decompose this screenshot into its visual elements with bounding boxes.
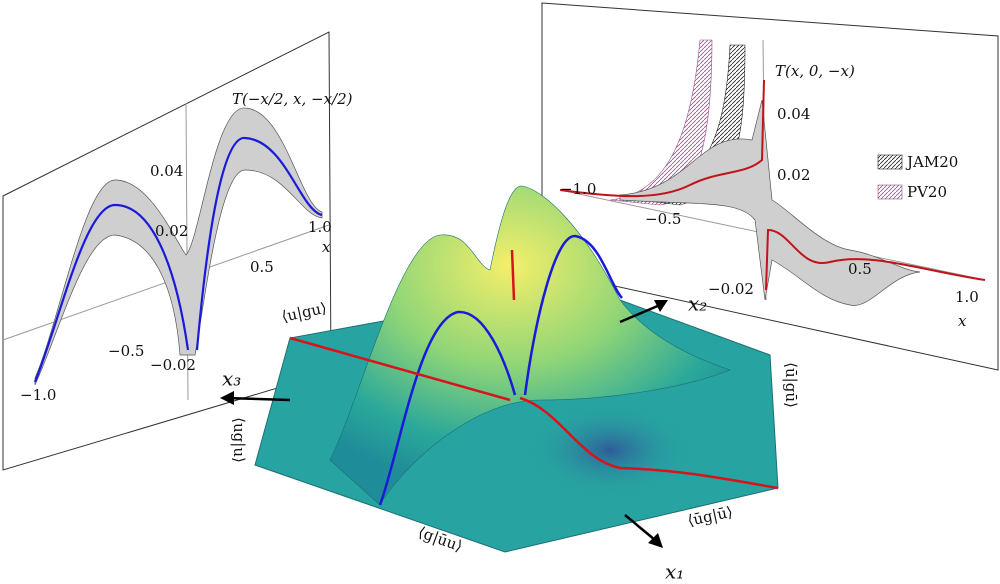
corner-label: ⟨ug|u⟩ [230,417,248,463]
x-tick-label: −0.5 [108,342,144,360]
panel-title: T(x, 0, −x) [775,62,855,80]
y-tick-label: 0.02 [155,222,188,240]
legend-label: PV20 [907,183,947,201]
axis-label: x₁ [665,560,684,584]
x-tick-label: 0.5 [250,258,274,276]
curve [33,203,190,383]
arrow-head [648,533,663,548]
curve [289,249,779,490]
axis-arrow [224,396,291,402]
y-tick-label: 0.04 [150,162,183,180]
curve [195,136,323,351]
axis-arrow [619,303,661,324]
panel-title: T(−x/2, x, −x/2) [232,90,353,108]
axis-label: x₃ [222,367,241,391]
y-tick-label: −0.02 [150,356,196,374]
x-axis-label: x [958,312,967,330]
legend-label: JAM20 [905,153,958,171]
surface-dip [530,405,690,495]
legend-swatch [877,184,903,200]
axis-label: x₂ [688,292,707,316]
x-tick-label: 1.0 [308,218,332,236]
axis-arrow [624,514,656,541]
arrow-head [654,300,668,312]
curve [559,79,986,291]
x-tick-label: 1.0 [955,288,979,306]
y-tick-label: 0.04 [777,105,810,123]
curve [523,234,623,396]
surface-plot: x₁ x₂ x₃ ⟨u|gu⟩ ⟨ū|gū⟩ ⟨ūg|ū⟩ ⟨g|ūu⟩ ⟨ug… [220,185,800,584]
surface-peaks [329,185,731,506]
y-tick-label: 0.02 [777,166,810,184]
legend-swatch [877,154,903,170]
curve [378,310,517,506]
x-tick-label: −1.0 [560,180,596,198]
x-tick-label: 0.5 [848,260,872,278]
pv-band [609,39,713,206]
arrow-head [220,391,234,405]
left-panel: T(−x/2, x, −x/2) x −1.0 −0.5 0.5 1.0 0.0… [2,31,353,471]
uncertainty-band [34,107,323,386]
x-axis-label: x [322,238,331,256]
uncertainty-band [619,99,921,306]
x-tick-label: −0.5 [645,210,681,228]
right-panel: T(x, 0, −x) x −1.0 −0.5 0.5 1.0 0.04 0.0… [541,2,999,371]
x-tick-label: −1.0 [20,386,56,404]
corner-label: ⟨ū|gū⟩ [782,362,800,408]
y-tick-label: −0.02 [708,280,754,298]
